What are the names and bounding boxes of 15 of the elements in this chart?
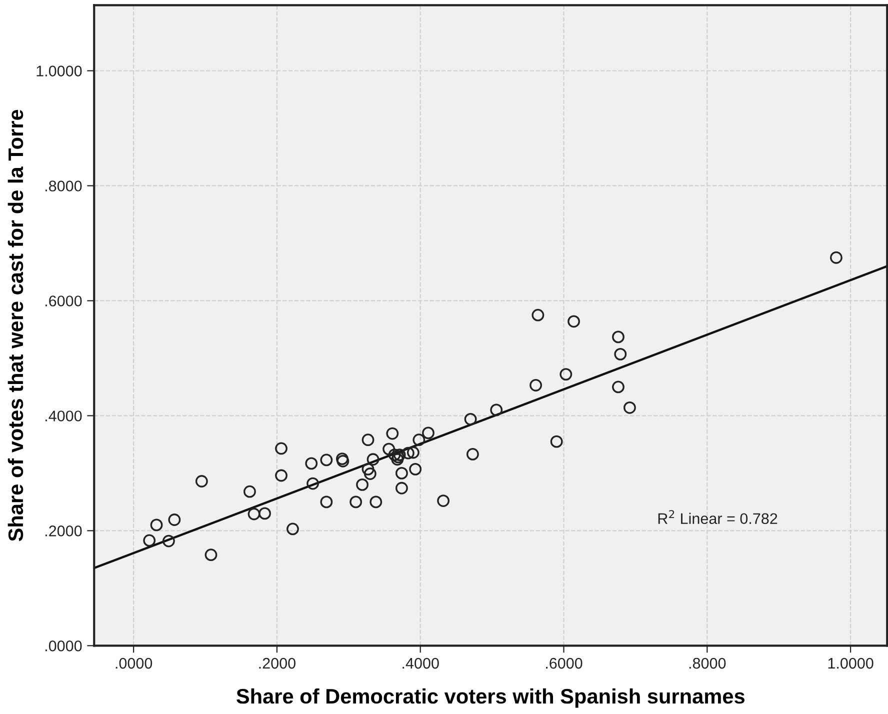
y-tick-label: 1.0000 [36,66,82,76]
x-tick-label: .8000 [689,658,726,669]
y-tick-label: .6000 [45,296,82,306]
y-axis-title: Share of votes that were cast for de la Torre [8,110,24,542]
y-tick-label: .2000 [45,526,82,536]
annotation: R$^{2}$ Linear = 0.782 [658,510,778,524]
x-tick-label: .0000 [116,658,152,669]
x-axis-title: Share of Democratic voters with Spanish surnames [236,688,744,708]
x-tick-label: .4000 [402,658,439,669]
x-tick-label: .6000 [546,658,582,669]
x-tick-label: .2000 [259,658,296,669]
y-tick-label: .8000 [45,180,82,192]
y-tick-label: .0000 [45,640,82,652]
x-tick-label: 1.0000 [828,658,874,669]
y-tick-label: .4000 [45,410,82,422]
